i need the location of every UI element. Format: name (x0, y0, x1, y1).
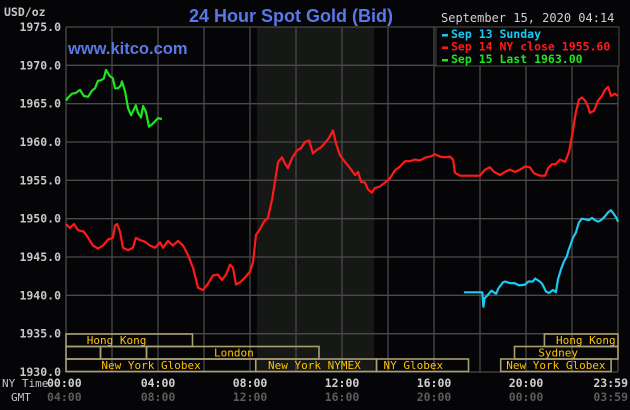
ny-time-label: NY Time (2, 377, 48, 390)
legend-entry: Sep 13 Sunday (451, 27, 541, 41)
y-tick-label: 1935.0 (19, 327, 61, 341)
gmt-time-tick: 16:00 (325, 390, 360, 404)
session-label: Sydney (538, 347, 578, 360)
session-label: NY Globex (383, 359, 443, 372)
x-axis-labels: 00:0004:0004:0008:0008:0012:0012:0016:00… (47, 376, 628, 404)
series-line (65, 85, 619, 292)
gmt-time-tick: 04:00 (47, 390, 82, 404)
nymex-shaded-region (256, 27, 375, 372)
y-tick-label: 1960.0 (19, 135, 61, 149)
series-line (463, 209, 620, 308)
legend-swatch (442, 46, 448, 49)
datetime-stamp: September 15, 2020 04:14 (441, 11, 614, 25)
legend-swatch (442, 59, 448, 62)
y-tick-label: 1975.0 (19, 20, 61, 34)
gmt-time-tick: 12:00 (233, 390, 268, 404)
site-watermark[interactable]: www.kitco.com (67, 40, 188, 58)
chart-title: 24 Hour Spot Gold (Bid) (189, 6, 393, 26)
y-axis-labels: 1975.0 1970.0 1965.0 1960.0 1955.0 1950.0 1945… (19, 20, 61, 379)
series-line (65, 68, 163, 128)
y-tick-label: 1945.0 (19, 250, 61, 264)
session-label: New York NYMEX (268, 359, 361, 372)
session-band (499, 358, 612, 373)
nymex-shade (256, 27, 375, 372)
y-tick-label: 1970.0 (19, 58, 61, 72)
session-label: London (214, 347, 254, 360)
ny-time-tick: 20:00 (509, 376, 544, 390)
session-label: Hong Kong (87, 334, 147, 347)
ny-time-tick: 16:00 (417, 376, 452, 390)
y-tick-label: 1950.0 (19, 212, 61, 226)
y-tick-label: 1940.0 (19, 288, 61, 302)
gmt-time-tick: 00:00 (509, 390, 544, 404)
legend-swatch (442, 34, 448, 37)
ny-time-tick: 08:00 (233, 376, 268, 390)
session-label: Hong Kong (556, 334, 616, 347)
y-tick-label: 1965.0 (19, 97, 61, 111)
legend-entry: Sep 15 Last 1963.00 (451, 52, 583, 66)
gmt-time-tick: 03:59 (593, 390, 628, 404)
session-band (375, 358, 470, 373)
ny-time-tick: 12:00 (325, 376, 360, 390)
ny-time-tick: 04:00 (141, 376, 176, 390)
gmt-time-tick: 20:00 (417, 390, 452, 404)
session-label: New York Globex (506, 359, 606, 372)
ny-time-tick: 00:00 (47, 376, 82, 390)
y-tick-label: 1955.0 (19, 173, 61, 187)
grid-lines (65, 26, 619, 373)
unit-label: USD/oz (4, 5, 46, 19)
ny-time-tick: 23:59 (593, 376, 628, 390)
gmt-label: GMT (11, 391, 31, 404)
legend-entry: Sep 14 NY close 1955.60 (451, 40, 610, 54)
legend-box (435, 26, 620, 67)
gmt-time-tick: 08:00 (141, 390, 176, 404)
price-series (65, 68, 620, 308)
session-label: New York Globex (101, 359, 201, 372)
y-tick-label: 1930.0 (19, 365, 61, 379)
